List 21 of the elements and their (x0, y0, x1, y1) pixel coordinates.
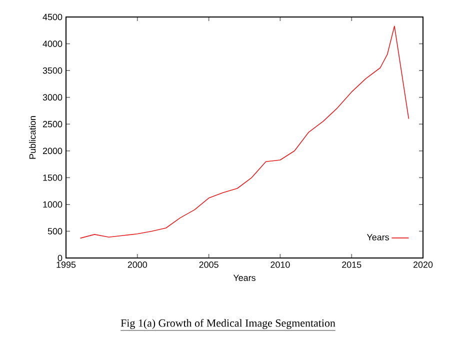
x-tick-label: 2010 (270, 262, 290, 268)
x-axis-title: Years (233, 274, 256, 281)
line-series (80, 26, 410, 239)
y-axis-title: Publication (29, 116, 36, 159)
x-tick-label: 2015 (342, 262, 362, 268)
y-tick-label: 3000 (42, 94, 62, 101)
legend-label: Years (366, 234, 389, 240)
y-tick-label: 4000 (42, 40, 62, 47)
caption: Fig 1(a) Growth of Medical Image Segmentation (120, 318, 336, 330)
y-tick-label: 2500 (42, 120, 62, 128)
y-tick-label: 4500 (42, 14, 62, 20)
x-tick-label: 2000 (128, 262, 148, 268)
y-tick-label: 500 (48, 228, 62, 234)
x-tick-label: 2005 (199, 262, 218, 268)
x-tick-label: 2020 (413, 262, 433, 268)
y-tick-label: 1000 (43, 201, 62, 208)
y-tick-label: 1500 (43, 174, 62, 181)
y-tick-label: 2000 (42, 148, 62, 154)
y-tick-label: 0 (58, 254, 62, 262)
y-tick-label: 3500 (42, 67, 62, 74)
x-tick-label: 1995 (56, 262, 76, 268)
